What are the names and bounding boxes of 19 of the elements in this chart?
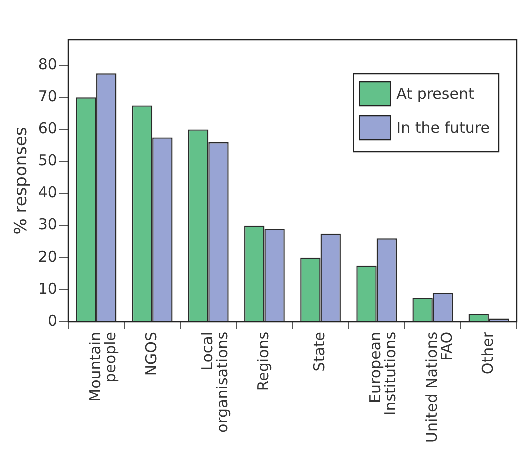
y-tick-label: 20 (38, 248, 58, 266)
y-tick-label: 10 (38, 280, 58, 298)
legend-label: In the future (396, 118, 490, 137)
x-tick-label: Other (478, 331, 497, 375)
y-tick-label: 30 (38, 216, 58, 234)
y-tick-label: 50 (38, 152, 58, 170)
x-tick-label: Mountain people (86, 332, 120, 402)
y-axis-title: % responses (12, 127, 32, 235)
y-tick-label: 80 (38, 56, 58, 74)
x-tick-label: United Nations FAO (422, 332, 456, 443)
x-tick-label: European Institutions (366, 332, 400, 416)
x-tick-label: NGOS (142, 332, 160, 376)
x-tick-label: State (310, 332, 329, 372)
y-tick-label: 0 (48, 312, 58, 330)
legend-label: At present (396, 84, 474, 103)
x-tick-label: Regions (254, 332, 273, 392)
y-tick-label: 70 (38, 88, 58, 106)
y-tick-label: 40 (38, 184, 58, 202)
y-tick-label: 60 (38, 120, 58, 138)
